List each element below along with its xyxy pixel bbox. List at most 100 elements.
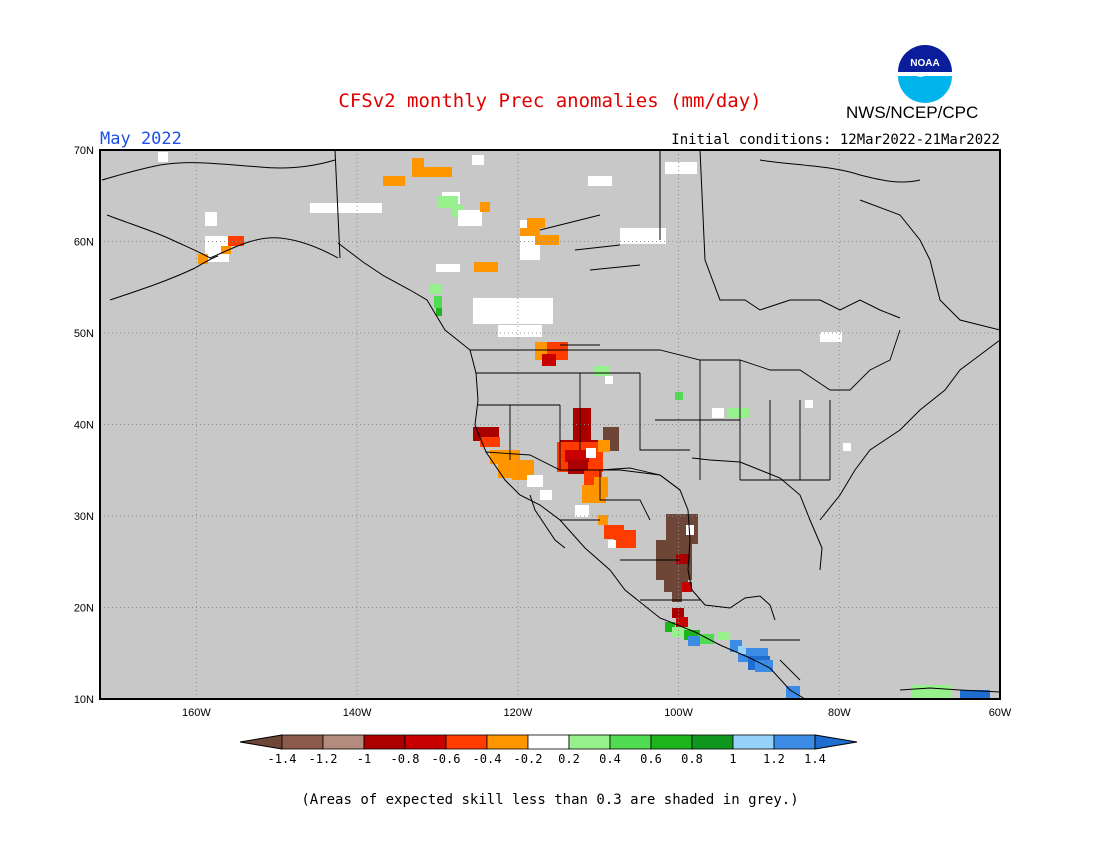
anomaly-cell: [430, 284, 442, 294]
colorbar-swatch: [527, 734, 570, 750]
anomaly-cell: [436, 264, 460, 272]
colorbar-tick-label: -1.4: [268, 752, 297, 766]
initial-conditions: Initial conditions: 12Mar2022-21Mar2022: [671, 132, 1000, 148]
anomaly-cell: [608, 540, 616, 548]
colorbar-swatch: [322, 734, 365, 750]
anomaly-cell: [598, 515, 608, 525]
lat-label: 30N: [74, 511, 94, 523]
anomaly-cell: [383, 176, 405, 186]
anomaly-cell: [527, 475, 543, 487]
anomaly-cell: [542, 354, 556, 366]
colorbar-swatch: [404, 734, 447, 750]
logo-text: NOAA: [910, 58, 939, 69]
lon-label: 80W: [828, 707, 851, 719]
anomaly-cell: [565, 450, 589, 462]
anomaly-cell: [672, 608, 684, 618]
lat-label: 10N: [74, 694, 94, 706]
anomaly-cell: [738, 646, 746, 654]
anomaly-cell: [960, 690, 990, 698]
coastlines: [101, 150, 1000, 699]
noaa-logo-lower: [898, 76, 952, 103]
anomaly-cell: [575, 505, 589, 517]
anomaly-cell: [458, 210, 482, 226]
lon-label: 60W: [989, 707, 1012, 719]
colorbar-tick-label: -1.2: [309, 752, 338, 766]
colorbar-swatch: [732, 734, 775, 750]
colorbar-tick-label: 1: [729, 752, 736, 766]
anomaly-cell: [588, 176, 612, 186]
lat-label: 70N: [74, 145, 94, 157]
lon-label: 120W: [503, 707, 532, 719]
colorbar-swatch: [486, 734, 529, 750]
anomaly-cell: [310, 203, 382, 213]
anomaly-cell: [480, 202, 490, 212]
colorbar-swatch: [691, 734, 734, 750]
colorbar-arrow-right: [814, 734, 858, 750]
agency-label: NWS/NCEP/CPC: [846, 103, 979, 122]
noaa-logo: NOAA: [895, 43, 955, 103]
map-frame: [99, 149, 1001, 700]
anomaly-cell: [805, 400, 813, 408]
anomaly-cell: [682, 582, 692, 592]
colorbar: -1.4 -1.2 -1 -0.8 -0.6 -0.4 -0.2 0.2 0.4 0.6 0.8 1 1…: [239, 734, 858, 766]
lat-label: 40N: [74, 420, 94, 432]
anomaly-cell: [665, 622, 675, 632]
colorbar-swatch: [773, 734, 816, 750]
anomaly-cell: [675, 392, 683, 400]
anomaly-cell: [698, 634, 714, 644]
anomaly-cell: [221, 246, 231, 254]
colorbar-tick-label: 1.2: [763, 752, 785, 766]
anomaly-cell: [412, 158, 424, 168]
colorbar-swatch: [609, 734, 652, 750]
anomaly-cell: [684, 630, 700, 640]
colorbar-tick-label: 0.2: [558, 752, 580, 766]
anomaly-cell: [605, 376, 613, 384]
colorbar-tick-label: 0.4: [599, 752, 621, 766]
colorbar-swatch: [650, 734, 693, 750]
anomaly-cell: [434, 296, 442, 308]
anomaly-cell: [205, 212, 217, 226]
colorbar-tick-label: -0.6: [432, 752, 461, 766]
lat-label: 60N: [74, 237, 94, 249]
anomaly-cell: [568, 460, 588, 474]
anomaly-cells: [158, 152, 990, 699]
colorbar-arrow-left: [239, 734, 283, 750]
colorbar-swatch: [568, 734, 611, 750]
noaa-logo-upper: [898, 45, 952, 72]
skill-footnote: (Areas of expected skill less than 0.3 a…: [301, 792, 799, 808]
anomaly-cell: [672, 627, 692, 637]
colorbar-tick-label: -1: [357, 752, 371, 766]
colorbar-tick-label: -0.2: [514, 752, 543, 766]
anomaly-cell: [472, 155, 484, 165]
anomaly-cell: [198, 254, 208, 264]
anomaly-cell: [586, 448, 596, 458]
anomaly-cell: [436, 308, 442, 316]
colorbar-swatch: [363, 734, 406, 750]
anomaly-cell: [672, 592, 682, 602]
anomaly-cell: [912, 685, 952, 699]
anomaly-cell: [527, 218, 545, 228]
map-title: CFSv2 monthly Prec anomalies (mm/day): [338, 90, 762, 112]
anomaly-cell: [520, 228, 540, 236]
lat-label: 50N: [74, 328, 94, 340]
anomaly-cell: [718, 632, 730, 640]
lon-label: 160W: [182, 707, 211, 719]
lat-label: 20N: [74, 603, 94, 615]
anomaly-cell: [686, 525, 694, 535]
colorbar-tick-label: 0.6: [640, 752, 662, 766]
political-borders: [470, 329, 901, 681]
anomaly-cell: [676, 554, 690, 564]
anomaly-cell: [158, 152, 168, 162]
anomaly-cell: [820, 332, 842, 342]
anomaly-cell: [727, 408, 749, 418]
anomaly-cell: [614, 530, 636, 548]
anomaly-cell: [665, 162, 697, 174]
anomaly-cell: [598, 440, 610, 452]
anomaly-cell: [535, 235, 559, 245]
anomaly-cell: [412, 167, 452, 177]
colorbar-tick-label: 1.4: [804, 752, 826, 766]
colorbar-tick-label: -0.8: [391, 752, 420, 766]
anomaly-cell: [498, 325, 542, 337]
colorbar-swatch: [281, 734, 324, 750]
